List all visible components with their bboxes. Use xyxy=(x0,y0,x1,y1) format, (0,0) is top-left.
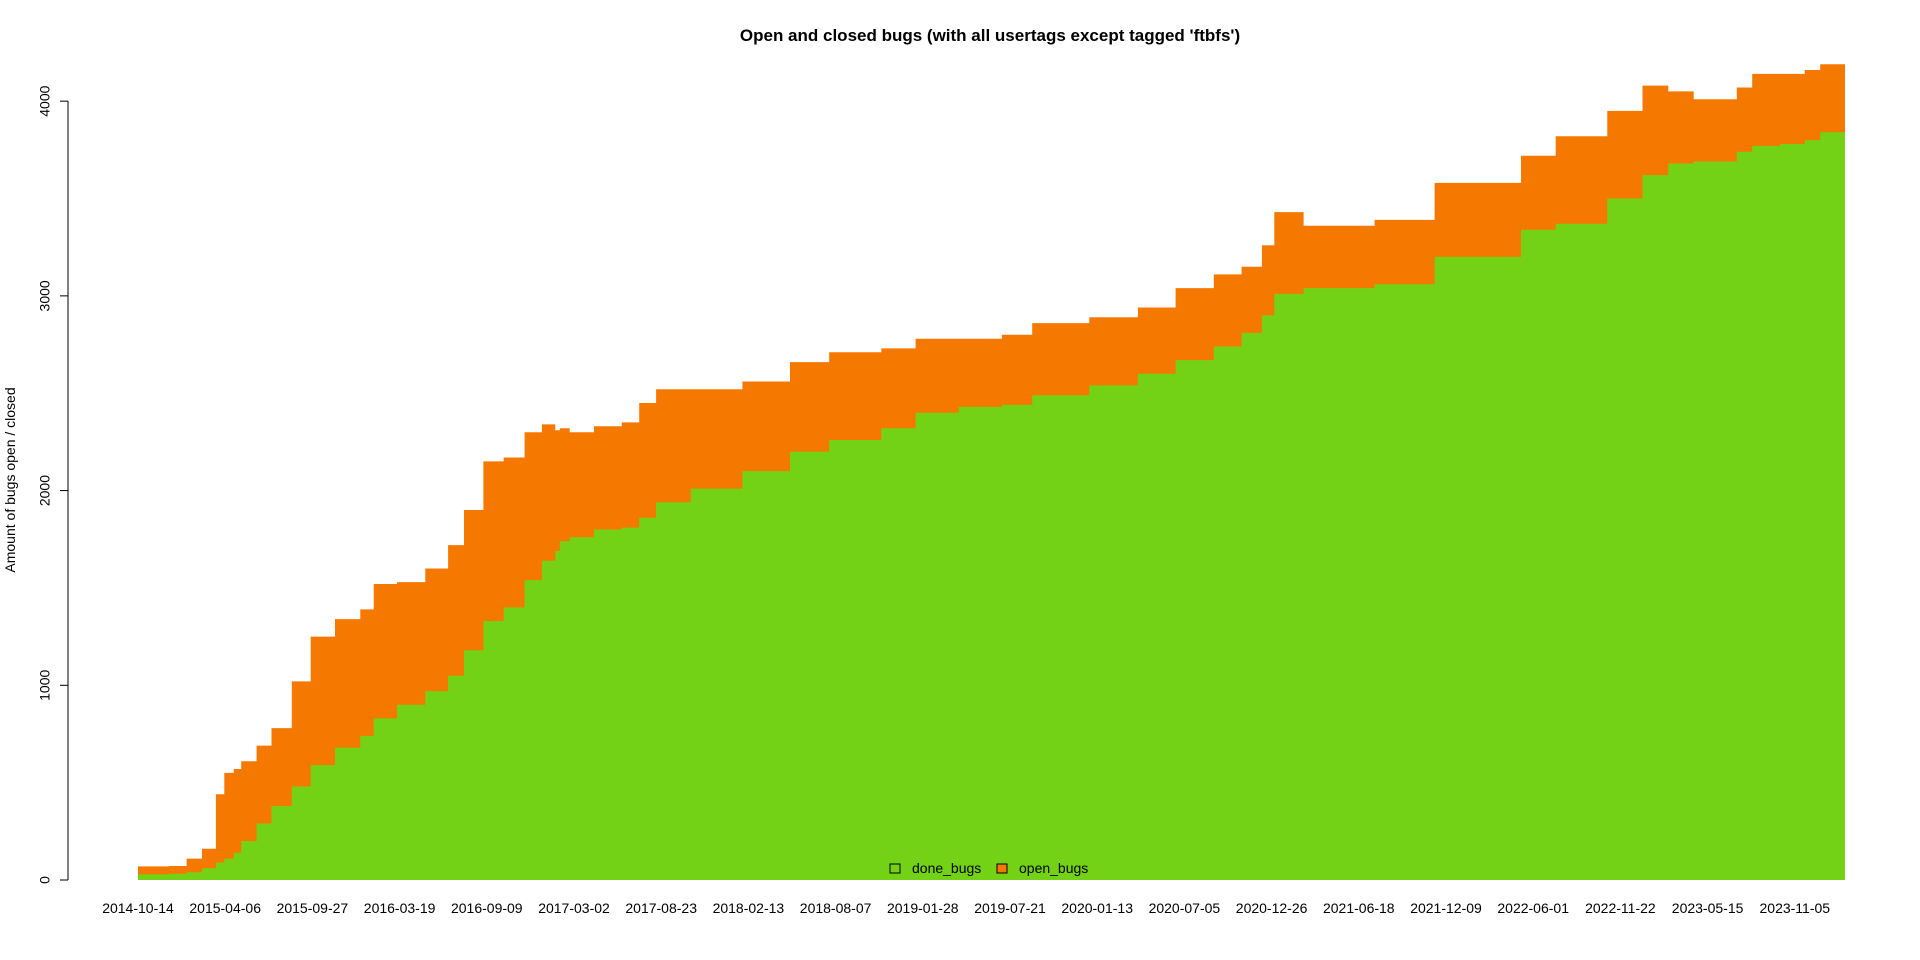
legend-swatch-open-bugs xyxy=(996,863,1008,874)
x-tick-label: 2016-03-19 xyxy=(364,900,436,916)
x-tick-label: 2017-03-02 xyxy=(538,900,610,916)
x-tick-label: 2020-07-05 xyxy=(1149,900,1221,916)
legend-label-open-bugs: open_bugs xyxy=(1019,860,1088,876)
x-tick-label: 2017-08-23 xyxy=(625,900,697,916)
legend-label-done-bugs: done_bugs xyxy=(912,860,981,876)
y-tick-label: 0 xyxy=(37,876,53,884)
x-tick-label: 2019-07-21 xyxy=(974,900,1046,916)
y-tick-label: 4000 xyxy=(37,85,53,116)
x-tick-label: 2023-05-15 xyxy=(1672,900,1744,916)
x-tick-label: 2022-11-22 xyxy=(1585,900,1656,916)
x-tick-label: 2019-01-28 xyxy=(887,900,959,916)
legend: done_bugs open_bugs xyxy=(889,860,1088,876)
x-tick-label: 2021-06-18 xyxy=(1323,900,1395,916)
x-tick-label: 2016-09-09 xyxy=(451,900,523,916)
y-tick-label: 1000 xyxy=(37,670,53,701)
series-area-done-bugs xyxy=(138,128,1845,880)
x-tick-label: 2023-11-05 xyxy=(1760,900,1831,916)
x-axis: 2014-10-14 2015-04-06 2015-09-27 2016-03-19… xyxy=(102,900,1830,916)
x-tick-label: 2014-10-14 xyxy=(102,900,174,916)
y-tick-label: 2000 xyxy=(37,475,53,506)
chart-title: Open and closed bugs (with all usertags … xyxy=(740,26,1240,45)
x-tick-label: 2015-04-06 xyxy=(189,900,261,916)
x-tick-label: 2018-02-13 xyxy=(713,900,785,916)
x-tick-label: 2020-01-13 xyxy=(1061,900,1133,916)
x-tick-label: 2018-08-07 xyxy=(800,900,872,916)
x-tick-label: 2020-12-26 xyxy=(1236,900,1308,916)
legend-swatch-done-bugs xyxy=(889,863,901,874)
y-axis: 0 1000 2000 3000 4000 xyxy=(37,85,69,884)
y-tick-label: 3000 xyxy=(37,280,53,311)
x-tick-label: 2015-09-27 xyxy=(277,900,349,916)
chart-areas xyxy=(138,64,1845,880)
x-tick-label: 2021-12-09 xyxy=(1410,900,1482,916)
y-axis-label: Amount of bugs open / closed xyxy=(2,387,18,572)
x-tick-label: 2022-06-01 xyxy=(1497,900,1569,916)
